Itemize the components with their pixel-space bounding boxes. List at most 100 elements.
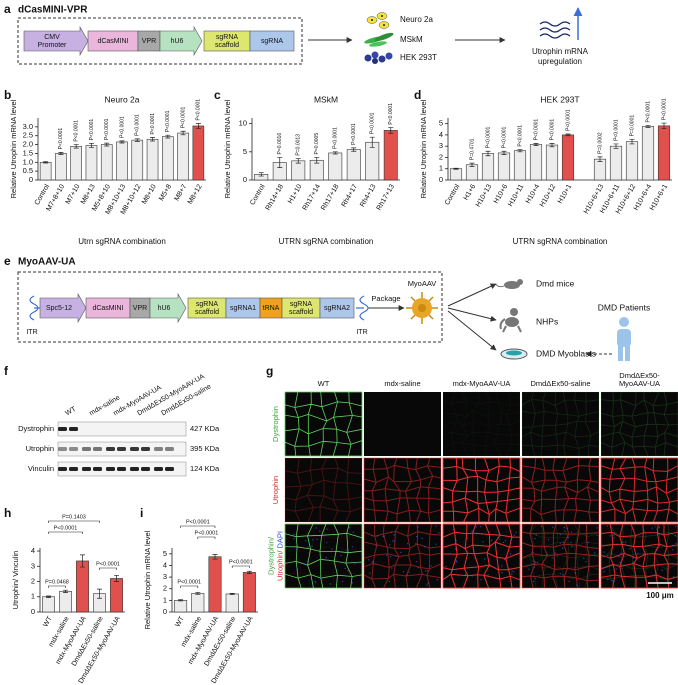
p-value: P<0.0001: [370, 112, 376, 134]
fiber-stain: [363, 523, 442, 589]
row-label-part: DAPI: [275, 531, 284, 551]
bar: [177, 132, 189, 181]
bar: [481, 153, 495, 181]
y-tick-label: 0: [29, 175, 33, 184]
construct-label: hU6: [171, 38, 184, 45]
p-value: P<0.0001: [533, 119, 539, 141]
p-value: P<0.0001: [177, 579, 201, 585]
bar: [191, 593, 205, 613]
construct-label: sgRNA: [290, 301, 313, 308]
p-value: P<0.0001: [54, 525, 78, 531]
row-label: Dystrophin/: [266, 536, 275, 575]
construct-element: [23, 25, 89, 57]
bar: [131, 139, 144, 181]
y-tick-label: 5: [439, 119, 443, 128]
construct-box: [17, 271, 443, 343]
panel-label: i: [140, 506, 143, 520]
blot-band: [82, 447, 91, 451]
bar: [55, 153, 67, 181]
p-value: P<0.0001: [165, 110, 171, 132]
micrograph: [443, 392, 520, 456]
x-tick-label: WT: [42, 615, 54, 629]
bar: [561, 134, 575, 181]
blot-band: [93, 447, 102, 451]
fiber-stain: [363, 457, 442, 523]
x-tick-label: Control: [444, 183, 462, 206]
bar: [174, 600, 188, 613]
bracket: [180, 585, 199, 588]
error-bar: [629, 139, 635, 145]
patient-label: DMD Patients: [598, 302, 650, 312]
blot-band: [69, 427, 78, 431]
fiber-stain: [284, 523, 363, 589]
y-tick-label: 1.0: [23, 157, 33, 166]
nuclei: [603, 525, 677, 582]
blot-band: [165, 447, 174, 451]
x-tick-label: H1+10: [287, 183, 304, 205]
arrow: [447, 307, 497, 322]
p-value: P<0.0001: [388, 103, 394, 125]
y-tick-label: 2: [163, 584, 167, 593]
construct-label: sgRNA2: [324, 305, 350, 312]
panel-title: dCasMINI-VPR: [18, 5, 88, 16]
nuclei: [445, 526, 518, 581]
error-bar: [453, 167, 459, 170]
x-tick-label: M8+10: [141, 183, 158, 205]
blot-band: [93, 467, 102, 471]
error-bar: [195, 123, 201, 129]
bar: [449, 168, 463, 181]
error-bar: [533, 143, 539, 146]
error-bar: [246, 570, 252, 574]
bracket: [231, 565, 250, 568]
y-tick-label: 3: [31, 561, 35, 570]
error-bar: [58, 152, 64, 155]
x-tick-label: Rh17+14: [302, 183, 322, 211]
error-bar: [645, 125, 651, 128]
error-bar: [104, 142, 110, 147]
x-tick-label: DmdΔEx50-saline: [203, 615, 237, 667]
bar: [641, 126, 655, 181]
itr: [356, 295, 369, 321]
bar: [110, 578, 123, 613]
bar: [657, 125, 671, 181]
construct-element: [319, 297, 355, 319]
y-tick-label: 2.0: [23, 140, 33, 149]
protein-label: Dystrophin: [18, 424, 54, 433]
bar: [513, 150, 527, 181]
construct-label: sgRNA1: [230, 305, 256, 312]
y-tick-label: 1: [439, 164, 443, 173]
blot-band: [130, 447, 139, 451]
construct-label: sgRNA: [216, 34, 239, 41]
fiber-stain: [442, 457, 521, 523]
fiber-stain: [600, 457, 678, 523]
p-value: P=0.0013: [296, 134, 302, 156]
y-tick-label: 0: [243, 175, 247, 184]
bar: [625, 141, 639, 181]
blot-band: [141, 447, 150, 451]
chart-title: MSkM: [314, 94, 338, 104]
p-value: P<0.0001: [501, 126, 507, 148]
nuclei: [290, 527, 359, 586]
error-bar: [97, 588, 102, 599]
row-label: Utrophin/ DAPI: [275, 531, 284, 581]
row-label-part: Dystrophin/: [266, 536, 275, 575]
size-label: 124 KDa: [190, 464, 220, 473]
x-tick-label: M5+8: [158, 183, 173, 202]
p-value: P=0.1403: [62, 514, 86, 520]
error-bar: [597, 156, 603, 162]
bar: [609, 145, 623, 181]
error-bar: [485, 150, 491, 157]
bar: [383, 130, 398, 181]
column-header: MyoAAV-UA: [619, 379, 660, 388]
error-bar: [43, 161, 49, 164]
bracket: [48, 520, 100, 523]
y-tick-label: 10: [239, 119, 247, 128]
error-bar: [613, 143, 619, 149]
p-value: P<0.0001: [613, 119, 619, 141]
p-value: P=0.0016: [277, 133, 283, 155]
bar: [593, 158, 607, 181]
error-bar: [119, 140, 125, 144]
p-value: P=0.0005: [314, 133, 320, 155]
blot-band: [58, 467, 67, 471]
